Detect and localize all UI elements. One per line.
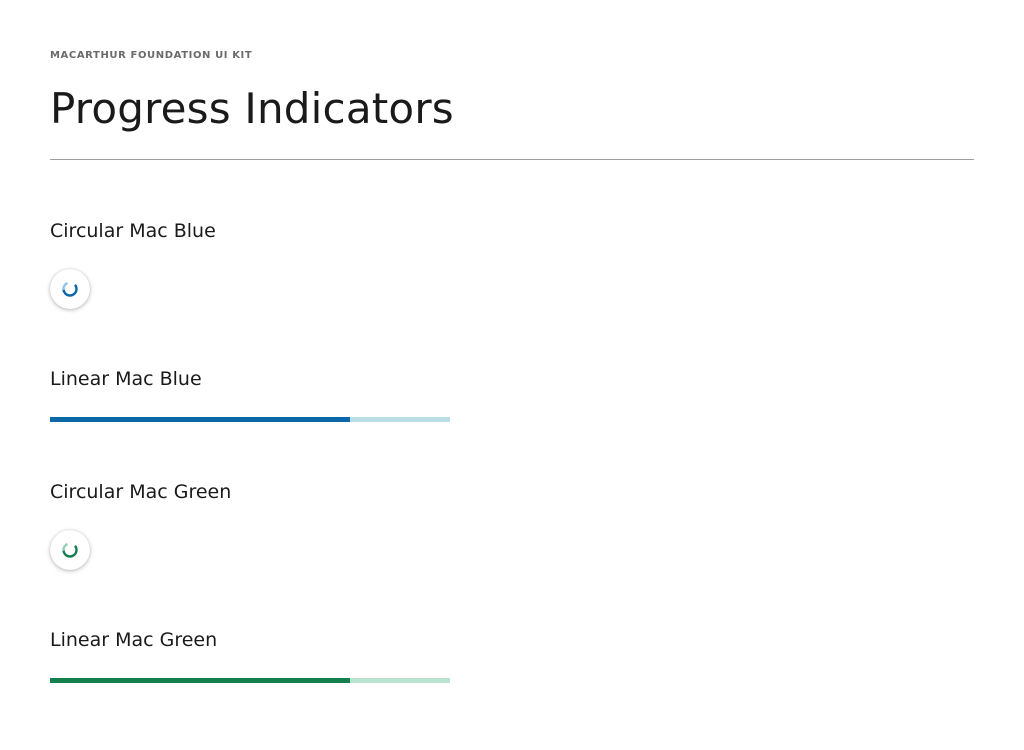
kit-label: MACARTHUR FOUNDATION UI KIT [50,50,253,61]
circular-progress-green [50,530,90,570]
section-title-linear-green: Linear Mac Green [50,629,218,651]
linear-progress-blue [50,417,450,422]
linear-progress-green [50,678,450,683]
section-title-linear-blue: Linear Mac Blue [50,368,202,390]
circular-spinner-icon [62,542,78,558]
section-title-circular-green: Circular Mac Green [50,481,232,503]
page-title: Progress Indicators [50,84,454,133]
linear-progress-blue-fill [50,417,350,422]
header-divider [50,159,974,160]
linear-progress-green-fill [50,678,350,683]
circular-progress-blue [50,269,90,309]
section-title-circular-blue: Circular Mac Blue [50,220,216,242]
circular-spinner-icon [62,281,78,297]
